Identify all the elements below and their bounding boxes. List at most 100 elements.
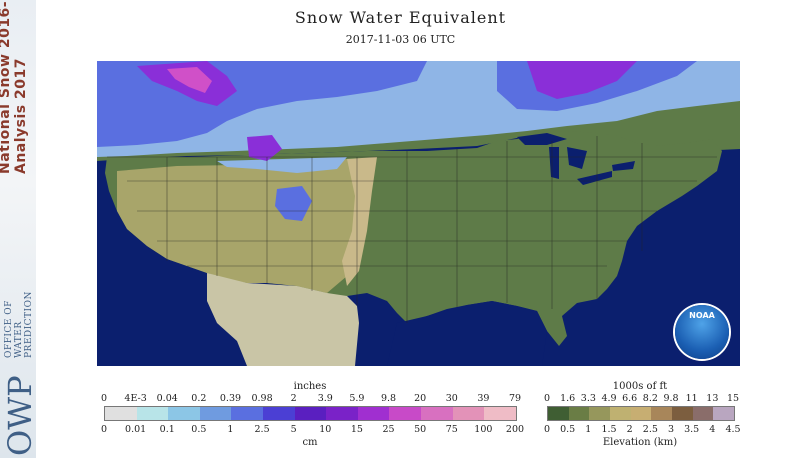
noaa-logo-text: NOAA [689, 311, 715, 320]
legend-tick-label: 15 [726, 393, 740, 404]
swe-swatch [168, 407, 200, 420]
legend-tick-label: 8.2 [642, 393, 658, 404]
legend-tick-label: 1.5 [601, 424, 617, 435]
page-title: Snow Water Equivalent [294, 8, 507, 27]
legend-tick-label: 0 [543, 393, 551, 404]
legend-tick-label: 5.9 [349, 393, 365, 404]
legend-tick-label: 0 [543, 424, 551, 435]
swe-swatch [484, 407, 516, 420]
colorado-snow [275, 186, 312, 221]
swe-swatch [389, 407, 422, 420]
us-snow-light [217, 157, 347, 173]
legend-tick-label: 79 [508, 393, 522, 404]
legend-tick-label: 6.6 [622, 393, 638, 404]
legend-tick-label: 0.39 [219, 393, 242, 404]
snow-water-equivalent-map [97, 61, 740, 366]
mexico [207, 273, 359, 366]
org-line3: PREDICTION [24, 291, 34, 358]
elevation-swatch [672, 407, 693, 420]
plains-tan [342, 157, 377, 286]
legend-tick-label: 9.8 [380, 393, 397, 404]
legend-tick-label: 9.8 [663, 393, 679, 404]
timestamp: 2017-11-03 06 UTC [345, 33, 456, 46]
montana-snow [247, 135, 282, 161]
legend-tick-label: 100 [474, 424, 493, 435]
lake-michigan [549, 147, 559, 179]
elevation-swatch [713, 407, 735, 420]
legend-tick-label: 3.5 [684, 424, 700, 435]
elevation-swatch [589, 407, 611, 420]
banner-title-line2: Analysis 2017 [13, 58, 29, 174]
legend-tick-label: 1 [227, 424, 234, 435]
swe-swatch [326, 407, 358, 420]
legend-tick-label: 13 [706, 393, 719, 404]
org-line1: OFFICE OF [4, 300, 14, 358]
legend-tick-label: 0 [100, 393, 108, 404]
org-line2: WATER [14, 321, 24, 358]
legend-tick-label: 75 [445, 424, 458, 435]
legend-tick-label: 200 [505, 424, 525, 435]
legend-tick-label: 0.5 [191, 424, 207, 435]
lake-ontario [612, 161, 635, 171]
legend-tick-label: 2 [626, 424, 633, 435]
legend-tick-label: 4.5 [725, 424, 741, 435]
elevation-swatch [651, 407, 673, 420]
swe-swatch [421, 407, 453, 420]
swe-swatch [136, 407, 169, 420]
left-banner: National Snow 2016- Analysis 2017 OFFICE… [0, 0, 39, 458]
elevation-swatch [568, 407, 590, 420]
legend-tick-label: 3 [667, 424, 675, 435]
legend-tick-label: 2.5 [642, 424, 658, 435]
swe-swatch [199, 407, 232, 420]
lake-superior [517, 133, 567, 145]
legend-tick-label: 2.5 [254, 424, 270, 435]
elevation-swatch [548, 407, 569, 420]
legend-tick-label: 20 [414, 393, 427, 404]
legend-tick-label: 1.6 [560, 393, 576, 404]
legend-tick-label: 0 [100, 424, 108, 435]
legend-tick-label: 3.3 [580, 393, 596, 404]
legend-tick-label: 0.01 [125, 424, 147, 435]
elev-legend-bottom-label: Elevation (km) [602, 437, 678, 448]
legend-tick-label: 15 [350, 424, 363, 435]
elevation-swatch [610, 407, 631, 420]
elevation-swatch [692, 407, 714, 420]
swe-color-bar [104, 406, 517, 421]
elev-legend-top-label: 1000s of ft [612, 381, 668, 392]
state-borders [107, 136, 717, 323]
legend-tick-label: 0.5 [560, 424, 576, 435]
legend-tick-label: 4.9 [601, 393, 617, 404]
swe-swatch [452, 407, 485, 420]
swe-swatch [231, 407, 264, 420]
legend-tick-label: 4 [709, 424, 716, 435]
legend-tick-label: 25 [382, 424, 395, 435]
legend-tick-label: 2 [290, 393, 297, 404]
legend-tick-label: 50 [414, 424, 427, 435]
legend-tick-label: 1 [585, 424, 592, 435]
legend-tick-label: 0.1 [159, 424, 175, 435]
swe-swatch [105, 407, 137, 420]
owp-logo: OWP [1, 375, 39, 456]
lake-huron [567, 147, 587, 169]
swe-legend-bottom-label: cm [302, 437, 318, 448]
legend-tick-label: 11 [685, 393, 698, 404]
legend-tick-label: 0.2 [191, 393, 207, 404]
gulf-of-mexico [387, 301, 547, 366]
legend-tick-label: 30 [445, 393, 458, 404]
legend-tick-label: 39 [477, 393, 490, 404]
hudson-snow-heavy [527, 61, 637, 99]
noaa-logo: NOAA [675, 305, 729, 359]
swe-swatch [294, 407, 327, 420]
rockies-canada-extreme [167, 67, 212, 93]
lake-erie [577, 171, 612, 185]
legend-tick-label: 5 [290, 424, 297, 435]
legend-tick-label: 3.9 [317, 393, 333, 404]
swe-legend-top-label: inches [293, 381, 327, 392]
legend-tick-label: 0.04 [156, 393, 178, 404]
legend-tick-label: 10 [319, 424, 332, 435]
elevation-color-bar [547, 406, 735, 421]
swe-swatch [357, 407, 390, 420]
swe-swatch [263, 407, 295, 420]
legend-tick-label: 0.98 [251, 393, 273, 404]
legend-tick-label: 4E-3 [124, 393, 147, 404]
